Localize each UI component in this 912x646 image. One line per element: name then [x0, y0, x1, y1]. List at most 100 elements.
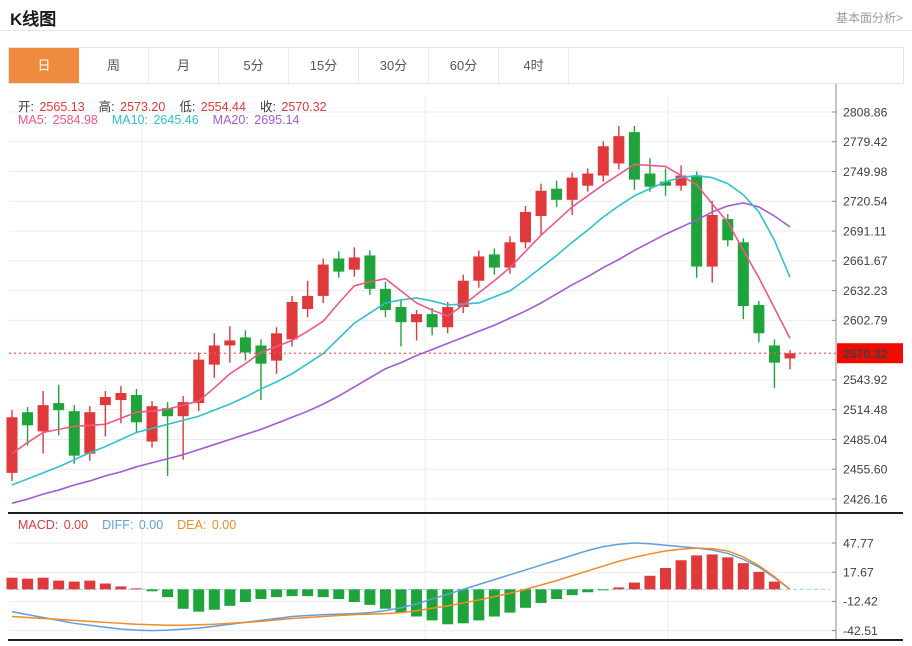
indicator-value: 2645.46: [150, 113, 199, 127]
macd-axis-label: 17.67: [843, 566, 874, 580]
macd-hist-bar: [582, 589, 594, 593]
tab-4时[interactable]: 4时: [499, 48, 569, 83]
macd-hist-bar: [379, 589, 391, 609]
indicator-value: 2570.32: [277, 100, 327, 114]
candle: [691, 176, 703, 267]
macd-hist-bar: [224, 589, 236, 606]
candle: [613, 136, 625, 164]
indicator-value: 0.00: [208, 518, 237, 532]
tab-周[interactable]: 周: [79, 48, 149, 83]
macd-hist-bar: [22, 578, 34, 590]
candle: [22, 412, 34, 426]
macd-hist-bar: [519, 589, 531, 608]
price-axis-label: 2749.98: [843, 165, 888, 179]
price-axis-label: 2808.86: [843, 105, 888, 119]
macd-hist-bar: [68, 581, 80, 590]
macd-hist-bar: [395, 589, 407, 613]
indicator-label: MA5:: [18, 113, 48, 127]
diff-line: [11, 542, 791, 632]
candle: [115, 392, 127, 401]
macd-hist-bar: [691, 555, 703, 590]
price-axis-label: 2779.42: [843, 135, 888, 149]
candle: [68, 411, 80, 456]
candle: [706, 215, 718, 267]
candle: [768, 345, 780, 363]
candle: [644, 173, 656, 187]
ma10-line: [11, 174, 791, 486]
macd-hist-bar: [208, 589, 220, 610]
candle: [317, 264, 329, 296]
candle: [193, 359, 205, 404]
candle: [208, 345, 220, 365]
price-axis-label: 2455.60: [843, 463, 888, 477]
candle: [488, 254, 500, 268]
macd-hist-bar: [37, 577, 49, 590]
macd-hist-bar: [566, 589, 578, 596]
macd-hist-bar: [115, 586, 127, 590]
tab-日[interactable]: 日: [9, 48, 79, 83]
tab-60分[interactable]: 60分: [429, 48, 499, 83]
tab-5分[interactable]: 5分: [219, 48, 289, 83]
candle: [286, 301, 298, 340]
ohlc-info-row: 开: 2565.13 高: 2573.20 低: 2554.44 收: 2570.32: [18, 96, 341, 115]
macd-hist-bar: [162, 589, 174, 598]
indicator-value: 2565.13: [35, 100, 85, 114]
macd-hist-bar: [551, 589, 563, 600]
macd-hist-bar: [84, 580, 96, 590]
candle: [6, 417, 18, 473]
macd-hist-bar: [628, 582, 640, 590]
macd-hist-bar: [768, 581, 780, 590]
candle: [519, 211, 531, 243]
macd-axis-label: -12.42: [843, 595, 878, 609]
indicator-label: MACD:: [18, 518, 59, 532]
indicator-label: 高:: [98, 100, 115, 114]
candlestick-series: [6, 126, 836, 504]
macd-hist-bar: [364, 589, 376, 605]
tab-15分[interactable]: 15分: [289, 48, 359, 83]
indicator-value: 0.00: [135, 518, 164, 532]
candle: [37, 405, 49, 432]
ma5-line: [11, 163, 791, 455]
candle: [302, 295, 314, 310]
indicator-value: 2554.44: [197, 100, 246, 114]
indicator-label: MA10:: [111, 113, 148, 127]
candle: [535, 190, 547, 217]
main-chart-canvas[interactable]: [9, 96, 829, 513]
price-axis-label: 2691.11: [843, 224, 887, 238]
macd-chart-canvas[interactable]: [9, 513, 829, 640]
macd-hist-bar: [411, 589, 423, 617]
macd-hist-bar: [271, 589, 283, 598]
macd-hist-bar: [255, 589, 267, 600]
macd-hist-bar: [504, 589, 516, 613]
candle: [566, 177, 578, 200]
fundamental-analysis-link[interactable]: 基本面分析>: [835, 11, 903, 25]
indicator-value: 2695.14: [250, 113, 300, 127]
price-axis-label: 2543.92: [843, 373, 888, 387]
last-price-tag: [837, 343, 903, 364]
candle: [551, 188, 563, 200]
candle: [628, 132, 640, 180]
macd-hist-bar: [146, 589, 158, 592]
candle: [130, 395, 142, 423]
indicator-label: 低:: [179, 100, 196, 114]
macd-hist-bar: [333, 589, 345, 600]
indicator-label: DIFF:: [102, 518, 134, 532]
macd-hist-bar: [317, 589, 329, 598]
macd-hist-bar: [457, 589, 469, 624]
macd-axis-label: 47.77: [843, 536, 874, 550]
macd-hist-bar: [737, 563, 749, 590]
tab-月[interactable]: 月: [149, 48, 219, 83]
macd-hist-bar: [675, 560, 687, 590]
candle: [675, 175, 687, 186]
price-axis-label: 2514.48: [843, 403, 888, 417]
candle: [255, 345, 267, 364]
macd-hist-bar: [706, 554, 718, 590]
macd-hist-bar: [753, 571, 765, 590]
candle: [457, 280, 469, 308]
candle: [333, 258, 345, 272]
macd-hist-bar: [722, 557, 734, 590]
macd-hist-bar: [660, 568, 672, 590]
tab-30分[interactable]: 30分: [359, 48, 429, 83]
candle: [753, 305, 765, 334]
